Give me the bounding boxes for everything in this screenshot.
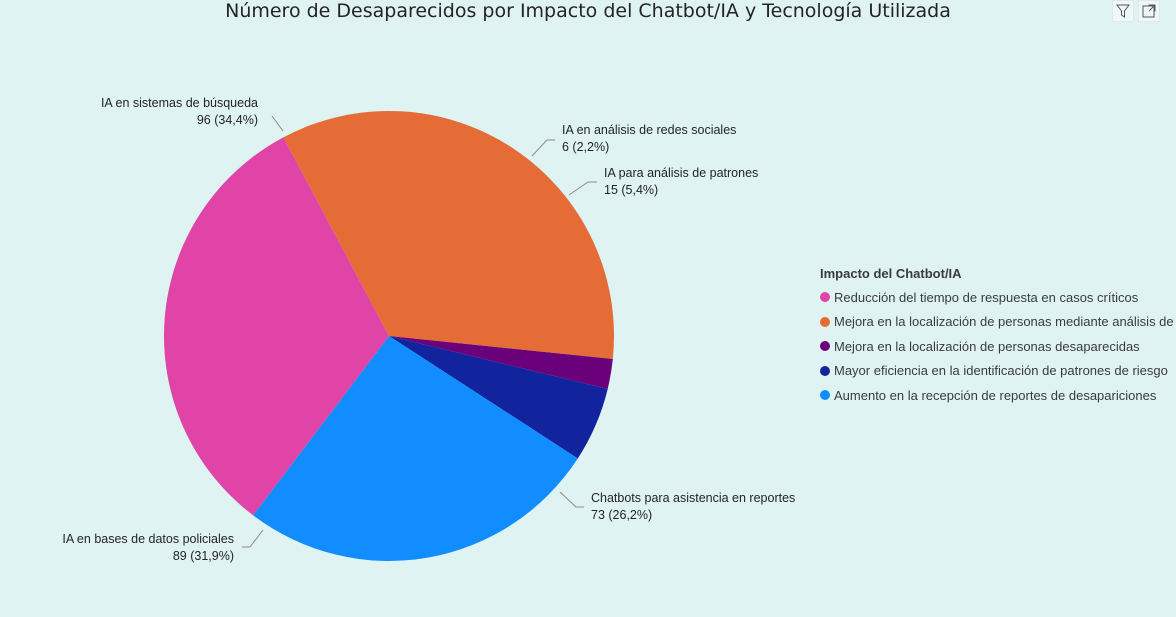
slice-value-label: 6 (2,2%) [562, 140, 609, 154]
slice-value-label: 96 (34,4%) [197, 113, 258, 127]
slice-value-label: 73 (26,2%) [591, 508, 652, 522]
legend-label: Aumento en la recepción de reportes de d… [834, 387, 1157, 403]
slice-category-label: IA en análisis de redes sociales [562, 123, 736, 137]
focus-mode-button[interactable] [1138, 0, 1160, 22]
pie-slice[interactable] [164, 137, 389, 516]
pie-slice[interactable] [389, 336, 613, 389]
chart-title: Número de Desaparecidos por Impacto del … [225, 0, 951, 22]
slice-category-label: Chatbots para asistencia en reportes [591, 491, 795, 505]
legend-label: Mejora en la localización de personas me… [834, 314, 1176, 330]
slice-category-label: IA en bases de datos policiales [62, 532, 234, 546]
filter-icon [1116, 4, 1130, 18]
visual-toolbar [1112, 0, 1160, 22]
legend-dot-4 [820, 390, 830, 401]
leader-line [531, 139, 555, 157]
legend-label: Reducción del tiempo de respuesta en cas… [834, 289, 1139, 305]
slice-category-label: IA en sistemas de búsqueda [101, 96, 258, 110]
legend-item[interactable]: Aumento en la recepción de reportes de d… [820, 383, 1176, 408]
leader-line [242, 529, 264, 548]
filter-button[interactable] [1112, 0, 1134, 22]
slice-value-label: 89 (31,9%) [173, 549, 234, 563]
legend-item[interactable]: Reducción del tiempo de respuesta en cas… [820, 285, 1176, 310]
legend: Impacto del Chatbot/IA Reducción del tie… [820, 266, 1176, 408]
legend-dot-3 [820, 365, 830, 376]
legend-label: Mejora en la localización de personas de… [834, 338, 1140, 354]
legend-item[interactable]: Mayor eficiencia en la identificación de… [820, 359, 1176, 384]
legend-dot-1 [820, 316, 830, 327]
leader-line [271, 115, 284, 132]
legend-dot-0 [820, 292, 830, 303]
leader-line [568, 181, 597, 196]
focus-mode-icon [1142, 4, 1156, 18]
leader-line [559, 491, 584, 508]
legend-title: Impacto del Chatbot/IA [820, 266, 962, 281]
slice-category-label: IA para análisis de patrones [604, 166, 758, 180]
pie-slice[interactable] [389, 336, 608, 459]
pie-slice[interactable] [253, 336, 578, 561]
legend-item[interactable]: Mejora en la localización de personas me… [820, 310, 1176, 335]
legend-item[interactable]: Mejora en la localización de personas de… [820, 334, 1176, 359]
legend-dot-2 [820, 341, 830, 352]
slice-value-label: 15 (5,4%) [604, 183, 658, 197]
pie-slice[interactable] [283, 111, 614, 360]
legend-label: Mayor eficiencia en la identificación de… [834, 363, 1168, 379]
